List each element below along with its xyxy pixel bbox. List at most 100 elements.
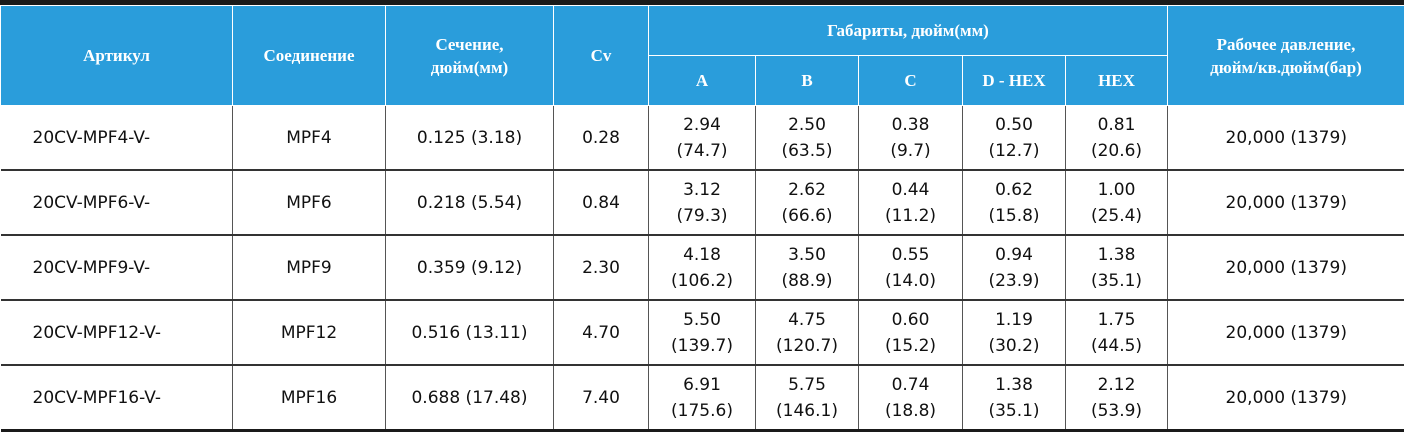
cell-line: (35.1) [988,400,1040,421]
cell-line: 0.60 [891,309,930,330]
cell-line: 0.38 [891,114,930,135]
data-cell: 0.62 (15.8) [962,170,1066,236]
data-cell: 0.38 (9.7) [858,105,963,171]
cell-line: 1.38 [995,374,1033,395]
data-cell: 5.50 (139.7) [648,300,756,366]
header-cell: D - HEX [962,55,1066,106]
data-cell: 0.81 (20.6) [1065,105,1168,171]
data-cell: 3.50 (88.9) [755,235,859,301]
data-cell: 2.12 (53.9) [1065,365,1168,432]
cell-line: (9.7) [890,140,931,161]
data-cell: 20,000 (1379) [1167,365,1404,432]
cell-line: (53.9) [1090,400,1143,421]
data-cell: 7.40 [553,365,649,432]
data-cell: MPF16 [232,365,386,432]
cell-line: 3.12 [683,179,721,200]
data-cell: 0.688 (17.48) [385,365,554,432]
cell-line: 1.19 [995,309,1033,330]
data-cell: 2.62 (66.6) [755,170,859,236]
data-row: 20CV-MPF12-V- MPF12 0.516 (13.11) 4.70 5.50 (… [0,300,1404,366]
data-row: 20CV-MPF9-V- MPF9 0.359 (9.12) 2.30 4.18 (106… [0,235,1404,301]
data-cell: 20,000 (1379) [1167,300,1404,366]
table: Артикул Соединение Сечение, дюйм(мм) Cv Габа… [0,5,1404,432]
data-cell: 0.74 (18.8) [858,365,963,432]
cell-line: 2.50 [788,114,826,135]
data-cell: 2.30 [553,235,649,301]
data-cell: 0.55 (14.0) [858,235,963,301]
data-cell: MPF6 [232,170,386,236]
header-cell: Габариты, дюйм(мм) [648,5,1168,56]
data-cell: 20,000 (1379) [1167,105,1404,171]
cell-line: 5.75 [788,374,826,395]
header-cell: HEX [1065,55,1168,106]
data-cell: 20CV-MPF4-V- [0,105,233,171]
cell-line: (23.9) [988,270,1040,291]
cell-line: 6.91 [683,374,721,395]
data-cell: 20CV-MPF16-V- [0,365,233,432]
cell-line: 2.12 [1097,374,1136,395]
cell-line: (18.8) [884,400,937,421]
data-cell: 0.516 (13.11) [385,300,554,366]
cell-line: 4.18 [683,244,721,265]
cell-line: (15.8) [988,205,1040,226]
data-cell: 6.91 (175.6) [648,365,756,432]
cell-line: (44.5) [1090,335,1143,356]
cell-line: (14.0) [884,270,937,291]
data-cell: 4.75 (120.7) [755,300,859,366]
data-cell: 2.94 (74.7) [648,105,756,171]
data-cell: 20CV-MPF6-V- [0,170,233,236]
cell-line: 3.50 [788,244,826,265]
data-cell: 20,000 (1379) [1167,170,1404,236]
cell-line: 2.94 [683,114,721,135]
data-cell: 1.75 (44.5) [1065,300,1168,366]
cell-line: 0.94 [995,244,1033,265]
cell-line: (175.6) [671,400,733,421]
data-cell: 0.359 (9.12) [385,235,554,301]
cell-line: 0.62 [995,179,1033,200]
cell-line: 1.75 [1097,309,1136,330]
cell-line: (106.2) [671,270,733,291]
cell-line: 5.50 [683,309,721,330]
data-cell: 1.19 (30.2) [962,300,1066,366]
data-cell: 0.84 [553,170,649,236]
data-row: 20CV-MPF6-V- MPF6 0.218 (5.54) 0.84 3.12 (79.… [0,170,1404,236]
cell-line: 0.50 [995,114,1033,135]
cell-line: 4.75 [788,309,826,330]
cell-line: 2.62 [788,179,826,200]
cell-line: 0.81 [1097,114,1136,135]
cell-line: (120.7) [776,335,838,356]
header-cell: B [755,55,859,106]
data-cell: 4.70 [553,300,649,366]
data-cell: 0.44 (11.2) [858,170,963,236]
header-cell: A [648,55,756,106]
cell-line: (63.5) [781,140,833,161]
data-cell: 20CV-MPF12-V- [0,300,233,366]
data-cell: 5.75 (146.1) [755,365,859,432]
data-cell: 0.60 (15.2) [858,300,963,366]
data-cell: 2.50 (63.5) [755,105,859,171]
cell-line: (35.1) [1090,270,1143,291]
cell-line: 0.55 [891,244,930,265]
cell-line: (12.7) [988,140,1040,161]
data-cell: 0.125 (3.18) [385,105,554,171]
data-cell: 0.50 (12.7) [962,105,1066,171]
cell-line: (146.1) [776,400,838,421]
cell-line: (11.2) [884,205,937,226]
cell-line: (79.3) [676,205,728,226]
header-cell: Артикул [0,5,233,106]
header-cell: Сечение, дюйм(мм) [385,5,554,106]
cell-line: (66.6) [781,205,833,226]
cell-line: 0.74 [891,374,930,395]
header-cell: Рабочее давление, дюйм/кв.дюйм(бар) [1167,5,1404,106]
data-row: 20CV-MPF4-V- MPF4 0.125 (3.18) 0.28 2.94 (74.… [0,105,1404,171]
header-cell: Соединение [232,5,386,106]
data-cell: 4.18 (106.2) [648,235,756,301]
data-cell: 1.38 (35.1) [1065,235,1168,301]
cell-line: 0.44 [891,179,930,200]
data-cell: 0.218 (5.54) [385,170,554,236]
cell-line: (25.4) [1090,205,1143,226]
cell-line: (30.2) [988,335,1040,356]
data-cell: 1.38 (35.1) [962,365,1066,432]
